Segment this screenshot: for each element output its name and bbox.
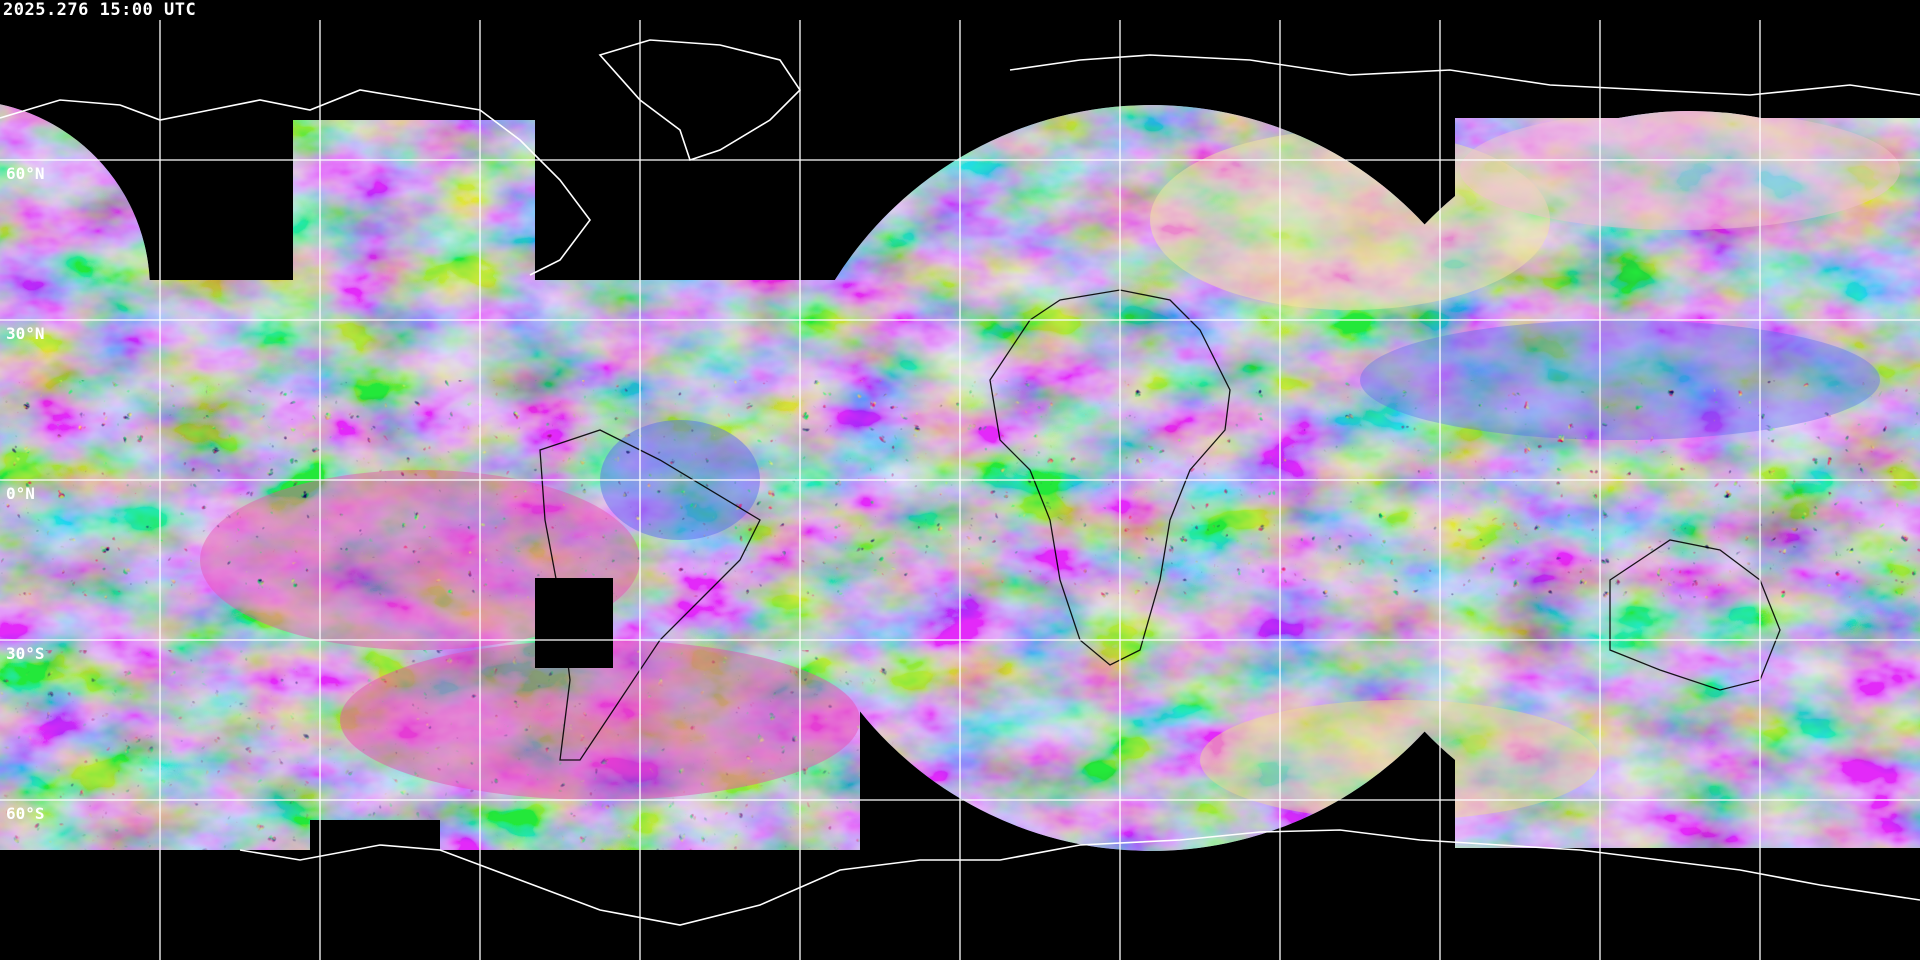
australia-coastline bbox=[1609, 539, 1781, 691]
lat-label-60n: 60°N bbox=[6, 164, 45, 183]
lat-label-30n: 30°N bbox=[6, 324, 45, 343]
timestamp-label: 2025.276 15:00 UTC bbox=[3, 0, 197, 20]
no-data-gap bbox=[535, 578, 613, 668]
lat-label-0: 0°N bbox=[6, 484, 35, 503]
greenland-coastline bbox=[598, 39, 802, 162]
graticule bbox=[0, 20, 1920, 960]
lat-label-30s: 30°S bbox=[6, 644, 45, 663]
lat-label-60s: 60°S bbox=[6, 804, 45, 823]
africa-coastline bbox=[989, 289, 1231, 666]
